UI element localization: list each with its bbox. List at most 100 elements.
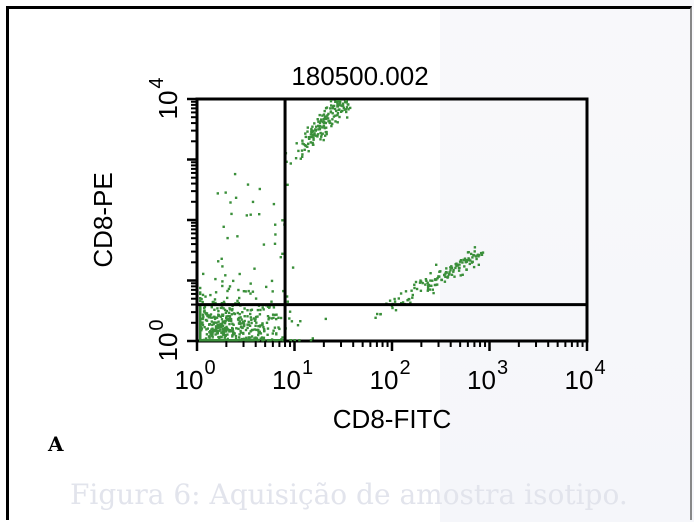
event-point-pop0 <box>205 312 209 315</box>
event-point-pop3 <box>239 329 242 333</box>
event-point-pop2 <box>413 286 416 290</box>
event-point-pop3 <box>258 313 262 316</box>
event-point-pop2 <box>455 264 458 268</box>
event-point-pop2 <box>473 246 477 249</box>
event-point-pop1 <box>301 139 304 142</box>
event-point-pop0 <box>272 329 275 332</box>
event-point-pop0 <box>222 300 226 304</box>
event-point-pop2 <box>428 288 432 291</box>
event-point-pop0 <box>249 316 252 319</box>
event-point-pop1 <box>331 107 334 110</box>
event-point-pop1 <box>334 114 337 117</box>
event-point-pop1 <box>301 153 304 156</box>
event-point-pop0 <box>222 307 225 310</box>
event-point-pop0 <box>266 327 270 330</box>
event-point-pop2 <box>426 287 430 290</box>
event-point-pop0 <box>257 338 261 342</box>
event-point-pop3 <box>253 328 256 331</box>
event-point-pop2 <box>449 269 452 272</box>
event-point-pop2 <box>450 265 453 268</box>
event-point-pop0 <box>220 318 224 321</box>
event-point-pop0 <box>211 327 214 330</box>
event-point-pop3 <box>271 290 274 293</box>
event-point-pop0 <box>230 319 233 323</box>
event-point-pop0 <box>238 336 241 339</box>
panel-label: A <box>48 432 64 456</box>
event-point-pop0 <box>281 339 284 342</box>
event-point-pop3 <box>274 233 277 236</box>
event-point-pop1 <box>320 135 323 138</box>
event-point-pop0 <box>228 339 232 342</box>
event-point-pop1 <box>294 157 298 160</box>
event-point-pop1 <box>322 138 325 142</box>
event-point-pop2 <box>478 253 481 257</box>
event-point-pop1 <box>312 143 315 146</box>
event-point-pop0 <box>222 333 225 337</box>
event-point-pop0 <box>236 311 239 315</box>
event-point-pop0 <box>272 316 275 320</box>
event-point-pop1 <box>336 121 339 124</box>
event-point-pop0 <box>256 315 259 318</box>
event-point-pop0 <box>265 321 269 324</box>
event-point-pop0 <box>249 312 252 316</box>
event-point-pop1 <box>327 120 330 123</box>
event-point-pop0 <box>248 332 251 335</box>
event-point-pop0 <box>233 339 236 342</box>
event-point-pop1 <box>317 124 320 128</box>
event-point-pop3 <box>291 266 295 269</box>
event-point-pop1 <box>339 104 343 107</box>
x-axis-ticks <box>195 341 589 351</box>
event-point-pop0 <box>199 311 202 314</box>
event-point-pop0 <box>243 307 246 310</box>
event-point-pop0 <box>258 330 261 333</box>
event-point-pop0 <box>211 323 214 327</box>
event-point-pop3 <box>279 256 282 259</box>
event-point-pop0 <box>221 313 224 316</box>
event-point-pop1 <box>310 127 313 131</box>
event-point-pop2 <box>475 257 478 261</box>
event-point-pop2 <box>470 261 474 264</box>
event-point-pop0 <box>277 326 280 329</box>
event-point-pop0 <box>254 318 257 321</box>
event-point-pop0 <box>216 332 219 335</box>
event-point-pop2 <box>471 256 474 259</box>
event-point-pop2 <box>410 289 413 292</box>
event-point-pop1 <box>336 103 339 106</box>
event-point-pop1 <box>326 114 329 117</box>
event-point-pop0 <box>199 297 202 300</box>
event-point-pop0 <box>214 316 217 319</box>
event-point-pop0 <box>212 322 216 325</box>
event-point-pop0 <box>245 336 248 339</box>
event-point-pop0 <box>219 328 222 331</box>
event-point-pop3 <box>229 201 232 204</box>
event-point-pop0 <box>207 316 210 319</box>
event-point-pop0 <box>268 306 271 309</box>
event-point-pop0 <box>223 322 227 325</box>
event-point-pop0 <box>233 332 236 335</box>
event-point-pop1 <box>336 101 339 104</box>
event-point-pop0 <box>214 325 218 328</box>
event-point-pop0 <box>213 298 217 301</box>
event-point-pop2 <box>411 293 414 297</box>
event-point-pop0 <box>240 318 243 321</box>
event-point-pop3 <box>216 330 220 333</box>
event-point-pop1 <box>304 144 308 148</box>
event-point-pop2 <box>481 251 485 254</box>
event-point-pop0 <box>270 317 273 320</box>
event-point-pop0 <box>200 327 203 330</box>
event-point-pop0 <box>247 338 251 341</box>
event-point-pop1 <box>314 134 318 137</box>
event-point-pop1 <box>322 124 326 128</box>
event-point-pop2 <box>388 299 392 302</box>
event-point-pop2 <box>394 309 398 312</box>
event-point-pop0 <box>200 297 203 301</box>
x-tick-label-exponent: 0 <box>204 357 215 379</box>
event-point-pop3 <box>216 192 219 195</box>
event-point-pop0 <box>224 320 227 323</box>
event-point-pop1 <box>301 142 304 145</box>
event-point-pop0 <box>213 317 217 321</box>
event-point-pop0 <box>246 339 249 342</box>
event-point-pop2 <box>468 262 471 266</box>
